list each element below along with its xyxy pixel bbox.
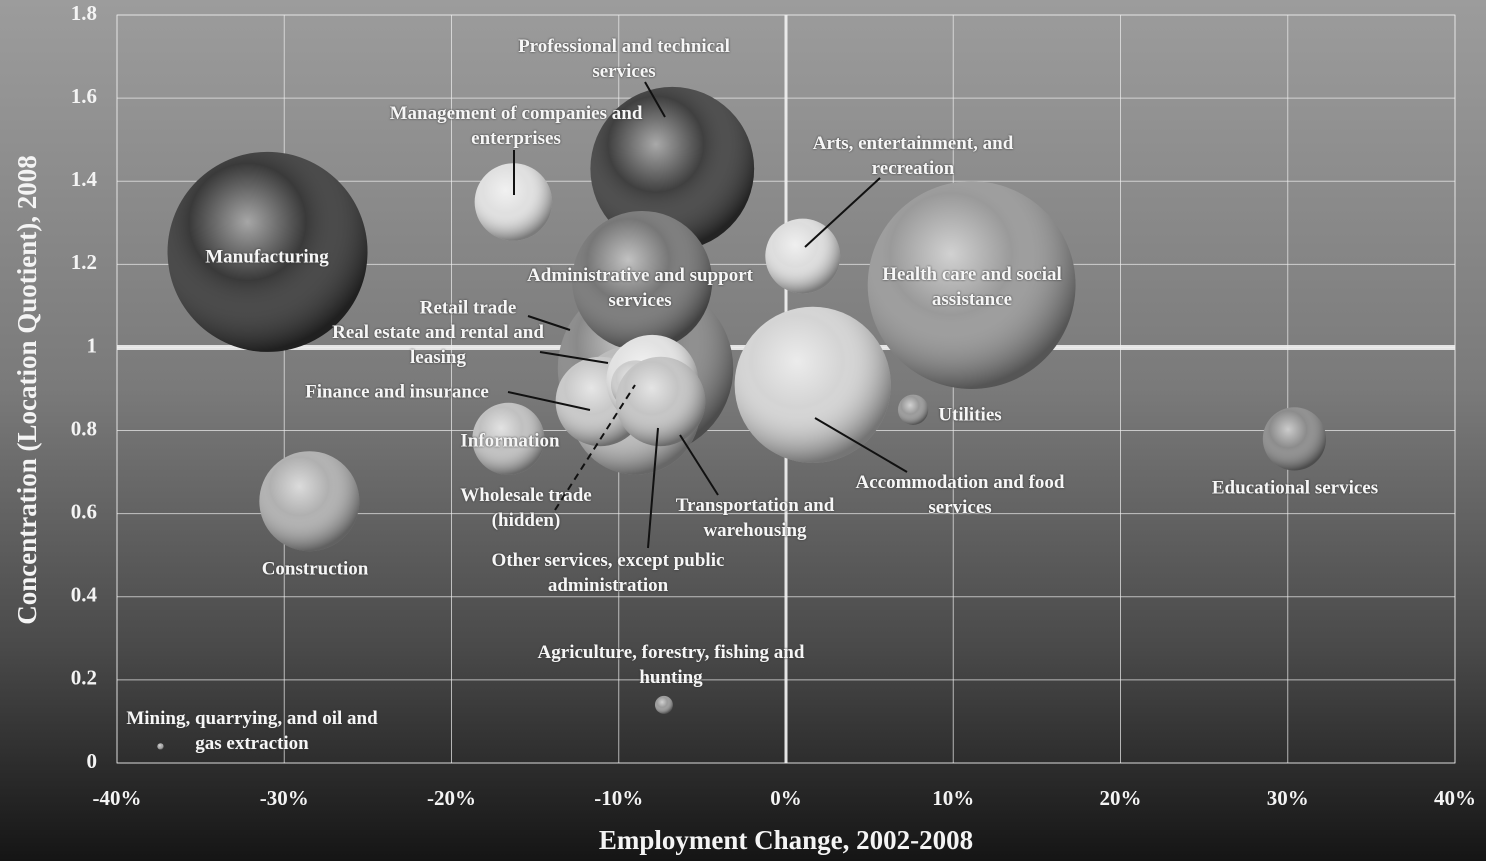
x-axis-title: Employment Change, 2002-2008	[599, 825, 973, 855]
bubble-label: Other services, except public administra…	[491, 550, 725, 596]
bubble-label: Wholesale trade (hidden)	[460, 485, 592, 531]
x-tick-label: -10%	[594, 786, 643, 810]
x-tick-label: -40%	[93, 786, 142, 810]
y-tick-label: 1.8	[71, 1, 97, 25]
bubble-shading	[167, 151, 368, 352]
bubble-label: Mining, quarrying, and oil and gas extra…	[126, 708, 378, 754]
leader-line	[679, 434, 719, 496]
bubble-shading	[615, 356, 706, 447]
bubble-label: Arts, entertainment, and recreation	[812, 133, 1014, 179]
y-axis-title: Concentration (Location Quotient), 2008	[12, 155, 42, 624]
leader-line	[647, 427, 659, 549]
y-tick-label: 0.8	[71, 416, 97, 440]
bubble-shading	[734, 306, 891, 463]
bubble-shading	[765, 218, 841, 294]
bubble-label: Management of companies and enterprises	[389, 103, 643, 149]
bubble-label: Real estate and rental and leasing	[332, 322, 544, 368]
bubble-shading	[157, 743, 164, 750]
leader-line	[814, 417, 908, 473]
bubble-label: Information	[460, 430, 560, 452]
y-tick-label: 0.6	[71, 499, 97, 523]
leader-line	[527, 315, 571, 331]
bubble-shading	[590, 86, 755, 251]
bubble-label: Finance and insurance	[305, 381, 489, 403]
y-tick-label: 0.4	[71, 583, 98, 607]
leader-line	[554, 384, 636, 511]
bubble-label: Accommodation and food services	[855, 472, 1065, 518]
x-tick-label: 40%	[1434, 786, 1476, 810]
bubble-shading	[1262, 407, 1327, 471]
y-tick-label: 1	[87, 333, 98, 357]
y-tick-label: 0	[87, 749, 98, 773]
x-tick-label: 10%	[932, 786, 974, 810]
x-tick-label: 0%	[770, 786, 802, 810]
bubble-shading	[259, 451, 360, 552]
x-tick-label: 20%	[1100, 786, 1142, 810]
bubble-shading	[472, 402, 545, 475]
bubble-shading	[654, 695, 673, 714]
bubble-label: Retail trade	[419, 297, 517, 319]
x-tick-label: -20%	[427, 786, 476, 810]
y-tick-label: 1.4	[71, 167, 98, 191]
x-tick-label: 30%	[1267, 786, 1309, 810]
leader-line	[539, 351, 609, 364]
bubble-label: Agriculture, forestry, fishing and hunti…	[537, 642, 805, 688]
bubble-label: Professional and technical services	[518, 36, 730, 82]
leader-line	[644, 81, 666, 118]
bubble-label: Health care and social assistance	[882, 264, 1062, 310]
leader-line	[507, 391, 591, 411]
bubble-label: Educational services	[1211, 477, 1379, 499]
bubble-label: Administrative and support services	[527, 265, 753, 311]
leader-line	[804, 177, 881, 248]
y-tick-label: 0.2	[71, 666, 97, 690]
bubble-shading	[897, 394, 929, 425]
bubble-shading	[572, 210, 713, 351]
x-tick-label: -30%	[260, 786, 309, 810]
bubble-label: Construction	[261, 558, 369, 580]
bubble-shading	[867, 181, 1076, 390]
y-tick-label: 1.2	[71, 250, 97, 274]
y-tick-label: 1.6	[71, 84, 97, 108]
bubble-label: Transportation and warehousing	[675, 495, 835, 541]
bubble-shading	[474, 163, 553, 241]
bubble-label: Utilities	[938, 404, 1002, 426]
bubble-label: Manufacturing	[205, 246, 329, 268]
